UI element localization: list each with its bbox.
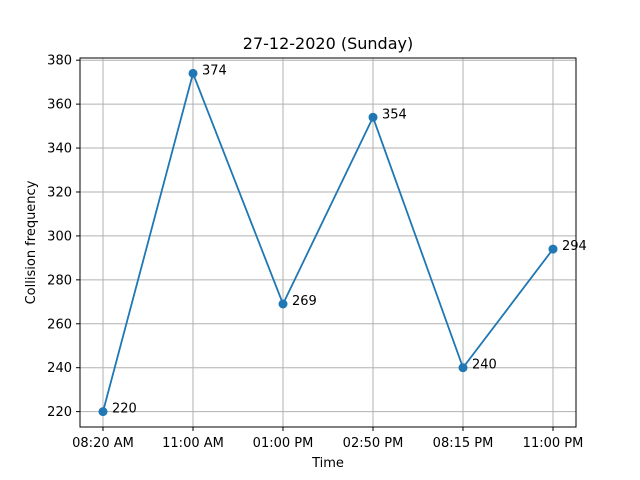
grid-lines <box>80 58 576 427</box>
x-tick-label: 02:50 PM <box>343 436 404 451</box>
data-point <box>98 407 108 417</box>
x-tick-label: 11:00 PM <box>523 436 584 451</box>
chart-title: 27-12-2020 (Sunday) <box>243 34 413 53</box>
data-point <box>458 363 468 373</box>
x-tick-label: 01:00 PM <box>253 436 314 451</box>
y-tick-label: 360 <box>47 98 72 113</box>
y-tick-label: 320 <box>47 185 72 200</box>
y-tick-label: 300 <box>47 229 72 244</box>
axis-ticks: 08:20 AM 11:00 AM 01:00 PM 02:50 PM 08:15 PM… <box>47 54 583 451</box>
y-tick-label: 340 <box>47 142 72 157</box>
data-point <box>188 68 198 78</box>
data-label: 220 <box>112 402 137 417</box>
data-label: 374 <box>202 63 227 78</box>
plot-frame <box>79 57 577 428</box>
y-tick-label: 240 <box>47 361 72 376</box>
data-point <box>278 299 288 309</box>
x-axis-title: Time <box>311 456 344 471</box>
x-tick-label: 11:00 AM <box>162 436 224 451</box>
x-tick-label: 08:15 PM <box>433 436 494 451</box>
y-axis-title: Collision frequency <box>24 180 39 304</box>
y-tick-label: 280 <box>47 273 72 288</box>
data-label: 269 <box>292 294 317 309</box>
data-point <box>548 244 558 254</box>
series-layer <box>98 68 558 417</box>
series-line <box>102 70 554 412</box>
data-label: 240 <box>472 358 497 373</box>
data-point <box>368 112 378 122</box>
x-tick-label: 08:20 AM <box>72 436 134 451</box>
data-label: 354 <box>382 107 407 122</box>
y-tick-label: 260 <box>47 317 72 332</box>
data-labels: 220 374 269 354 240 294 <box>112 63 587 416</box>
data-label: 294 <box>562 239 587 254</box>
y-tick-label: 380 <box>47 54 72 69</box>
y-tick-label: 220 <box>47 405 72 420</box>
